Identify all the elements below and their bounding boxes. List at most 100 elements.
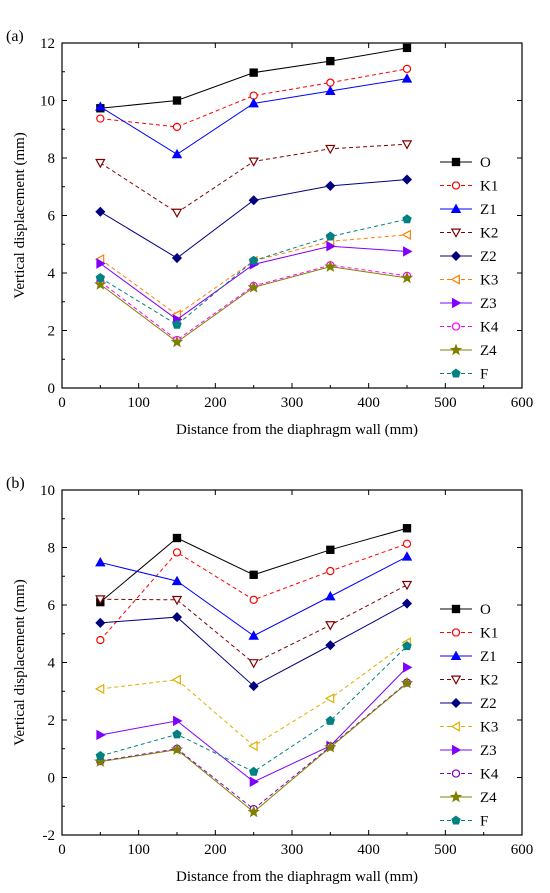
chart-a-point-o-2 <box>249 68 258 77</box>
chart-a-legend-label-k3: K3 <box>480 273 498 289</box>
chart-b-legend-label-k2: K2 <box>480 673 498 689</box>
chart-a-point-z1-3 <box>325 85 336 95</box>
chart-a-legend-label-z3: Z3 <box>480 296 497 312</box>
chart-b-point-z1-3 <box>325 590 336 601</box>
chart-a-y-axis-label: Vertical displacement (mm) <box>12 132 28 299</box>
chart-a-series-z1 <box>95 73 413 159</box>
chart-b-legend-label-k4: K4 <box>480 767 499 783</box>
chart-a-svg: (a) 0 100 200 300 400 500 600 0 2 4 6 8 10 12 Distance … <box>6 28 533 438</box>
chart-a-series-line-f <box>100 218 408 326</box>
chart-b-legend-label-f: F <box>480 814 488 830</box>
chart-a-point-f-1 <box>172 319 182 329</box>
chart-a-series-k1 <box>96 64 412 132</box>
chart-b-point-z3-4 <box>403 662 413 673</box>
chart-b-point-k1-3 <box>326 566 335 576</box>
chart-a-point-z1-0 <box>95 101 106 111</box>
chart-b-legend-marker-k3 <box>450 721 460 732</box>
chart-b-point-k2-0 <box>95 595 106 605</box>
chart-b-point-k2-2 <box>248 659 259 669</box>
chart-a-point-z4-3 <box>324 260 337 272</box>
chart-a-xtick-label: 300 <box>281 395 304 411</box>
chart-a-xtick-label: 200 <box>204 395 227 411</box>
chart-b-xtick-label: 300 <box>281 842 304 858</box>
chart-a-point-k2-4 <box>401 140 413 150</box>
chart-b-point-o-1 <box>172 533 182 543</box>
chart-b-series-k1 <box>96 539 412 645</box>
chart-b-legend-marker-k4 <box>451 769 461 778</box>
chart-a-panel-label: (a) <box>6 28 24 45</box>
chart-b-legend-marker-f <box>451 815 461 825</box>
chart-a-legend-label-z4: Z4 <box>480 343 497 359</box>
chart-b-point-z3-1 <box>173 715 183 727</box>
chart-a-series-line-z2 <box>100 179 408 259</box>
chart-a-series-z4 <box>94 260 414 348</box>
chart-b-xtick-label: 0 <box>58 842 66 858</box>
chart-a-series-line-k1 <box>100 68 408 128</box>
chart-b-ytick-label: 0 <box>48 771 56 787</box>
chart-a-point-f-4 <box>402 214 412 224</box>
chart-b-ytick-label: 10 <box>40 483 55 499</box>
chart-b-series-line-z2 <box>100 603 408 687</box>
chart-b-series-z1 <box>95 551 413 640</box>
chart-b-point-z4-4 <box>400 676 414 689</box>
chart-a-point-o-4 <box>402 43 412 53</box>
chart-a-series-line-k4 <box>100 264 408 341</box>
chart-b-series-z2 <box>95 598 413 692</box>
chart-b-point-k3-1 <box>171 674 181 685</box>
chart-b-point-z2-3 <box>325 640 336 651</box>
chart-b-point-f-2 <box>248 766 259 776</box>
chart-b-point-z1-2 <box>248 630 259 640</box>
chart-a-point-o-3 <box>326 56 335 66</box>
chart-a-point-f-0 <box>95 272 106 282</box>
chart-a-plot-frame <box>61 42 523 389</box>
chart-a-series-line-z1 <box>100 78 408 155</box>
chart-b-series-o <box>96 524 412 607</box>
chart-a-point-z2-1 <box>171 253 183 264</box>
chart-a-ytick-label: 6 <box>48 209 56 225</box>
chart-a-point-f-3 <box>325 231 336 241</box>
chart-b-legend-label-k3: K3 <box>480 720 498 736</box>
chart-b-series-line-k1 <box>99 543 408 641</box>
chart-a-legend-label-k2: K2 <box>480 226 498 242</box>
chart-b-point-k3-0 <box>94 683 105 695</box>
chart-a-legend-label-o: O <box>480 155 491 171</box>
chart-a-point-z3-0 <box>96 258 106 269</box>
chart-b-legend-marker-k2 <box>450 675 462 685</box>
chart-b-ytick-label: 4 <box>48 656 56 672</box>
chart-a-series-k3 <box>94 229 411 320</box>
chart-b-xtick-label: 500 <box>434 842 457 858</box>
chart-b-point-z2-0 <box>95 617 106 628</box>
chart-a-series-line-k3 <box>100 234 408 316</box>
chart-b-xtick-label: 600 <box>511 842 534 858</box>
chart-b-point-f-4 <box>402 641 412 651</box>
chart-a-series-k4 <box>96 261 412 345</box>
chart-b-point-k1-1 <box>172 548 182 557</box>
chart-b-legend-marker-z1 <box>450 650 462 660</box>
chart-b-ytick-label: 6 <box>48 598 56 614</box>
chart-b-series-z4 <box>94 676 414 818</box>
chart-a-legend-marker-z1 <box>450 203 462 213</box>
chart-a-point-z3-4 <box>403 246 413 257</box>
chart-a-legend-marker-k3 <box>450 274 460 285</box>
chart-panel-a: (a) 0 100 200 300 400 500 600 0 2 4 6 8 10 12 Distance … <box>0 0 550 446</box>
chart-a-ytick-label: 10 <box>40 94 55 110</box>
chart-b-plot-frame <box>61 489 523 836</box>
chart-b-x-axis-label: Distance from the diaphragm wall (mm) <box>176 869 418 885</box>
chart-a-point-z4-2 <box>247 280 260 293</box>
chart-b-point-k3-2 <box>248 740 258 752</box>
chart-b-point-k2-3 <box>325 621 336 631</box>
chart-a-ytick-label: 12 <box>40 36 55 52</box>
chart-b-point-f-1 <box>172 729 182 739</box>
chart-b-point-f-3 <box>325 715 336 725</box>
chart-a-ytick-label: 8 <box>48 151 56 167</box>
chart-a-legend-marker-k1 <box>451 181 461 190</box>
chart-b-point-z2-1 <box>171 612 183 623</box>
chart-b-legend-label-z4: Z4 <box>480 790 497 806</box>
chart-b-point-k1-2 <box>249 595 258 604</box>
chart-b-point-z4-1 <box>170 743 184 755</box>
chart-a-series-k2 <box>95 140 413 219</box>
chart-a-point-k3-4 <box>401 229 411 240</box>
chart-a-legend-label-k4: K4 <box>480 320 499 336</box>
chart-a-series-line-z4 <box>100 266 408 343</box>
chart-b-legend-label-z1: Z1 <box>480 649 497 665</box>
